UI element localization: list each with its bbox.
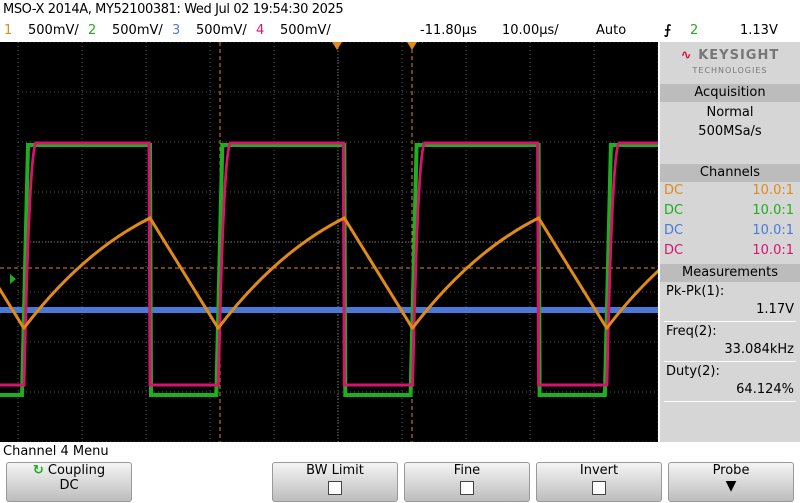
ch-number: 4 <box>256 23 265 38</box>
ch-coupling: DC <box>664 203 684 218</box>
ch-scale: 500mV/ <box>112 23 163 38</box>
trigger-mode: Auto <box>596 23 627 38</box>
softkey-value: DC <box>59 478 79 493</box>
softkey-label: Invert <box>579 463 619 478</box>
ground-marker <box>10 274 16 284</box>
ch-number: 2 <box>88 23 97 38</box>
meas-label: Duty(2): <box>666 364 720 379</box>
ch-scale: 500mV/ <box>280 23 331 38</box>
ch-number: 3 <box>172 23 181 38</box>
trigger-icon: ⨍ <box>664 23 672 38</box>
ch-probe: 10.0:1 <box>752 243 794 258</box>
ch-coupling: DC <box>664 183 684 198</box>
meas-value: 64.124% <box>736 382 794 397</box>
ch-scale: 500mV/ <box>28 23 79 38</box>
meas-rule <box>664 321 796 322</box>
trigger-source: 2 <box>690 23 699 38</box>
brand-text: KEYSIGHT <box>698 48 780 63</box>
waveforms <box>0 141 658 397</box>
softkey-label: Fine <box>453 463 481 478</box>
ch4-trace <box>0 141 658 387</box>
ch-probe: 10.0:1 <box>752 203 794 218</box>
panel-header: Channels <box>660 164 800 182</box>
ch-probe: 10.0:1 <box>752 183 794 198</box>
delay-marker <box>407 42 417 50</box>
menu-title: Channel 4 Menu <box>3 444 109 459</box>
meas-rule <box>664 361 796 362</box>
header-title: MSO-X 2014A, MY52100381: Wed Jul 02 19:5… <box>3 2 344 17</box>
trigger-level: 1.13V <box>740 23 778 38</box>
acq-mode: Normal <box>706 105 754 120</box>
panel-header: Acquisition <box>660 84 800 102</box>
softkey-label: BW Limit <box>306 463 364 478</box>
ch-probe: 10.0:1 <box>752 223 794 238</box>
waveform-display <box>0 42 658 442</box>
time-delay: -11.80µs <box>420 23 477 38</box>
meas-label: Pk-Pk(1): <box>666 284 725 299</box>
meas-label: Freq(2): <box>666 324 717 339</box>
ch-coupling: DC <box>664 243 684 258</box>
panel-header: Measurements <box>660 264 800 282</box>
softkey-label: Probe <box>712 463 750 478</box>
meas-value: 33.084kHz <box>724 342 794 357</box>
brand-sub: TECHNOLOGIES <box>692 66 768 75</box>
ch-coupling: DC <box>664 223 684 238</box>
ch-number: 1 <box>4 23 13 38</box>
ch-scale: 500mV/ <box>196 23 247 38</box>
meas-value: 1.17V <box>756 302 794 317</box>
trigger-marker <box>332 42 342 50</box>
brand-name: ∿ KEYSIGHT <box>680 48 780 63</box>
acq-rate: 500MSa/s <box>698 124 762 139</box>
side-panel: ∿ KEYSIGHT TECHNOLOGIES Acquisition Norm… <box>660 42 800 442</box>
softkey[interactable]: Fine <box>404 462 530 502</box>
softkey[interactable]: Invert <box>536 462 662 502</box>
meas-rule <box>664 401 796 402</box>
softkey[interactable]: BW Limit <box>272 462 398 502</box>
ch1-trace <box>0 216 658 330</box>
softkey-label: Coupling <box>47 463 106 478</box>
grid <box>17 42 658 442</box>
softkey[interactable]: ↻ Coupling DC <box>6 462 132 502</box>
time-scale: 10.00µs/ <box>502 23 559 38</box>
softkey[interactable]: Probe ▼ <box>668 462 794 502</box>
